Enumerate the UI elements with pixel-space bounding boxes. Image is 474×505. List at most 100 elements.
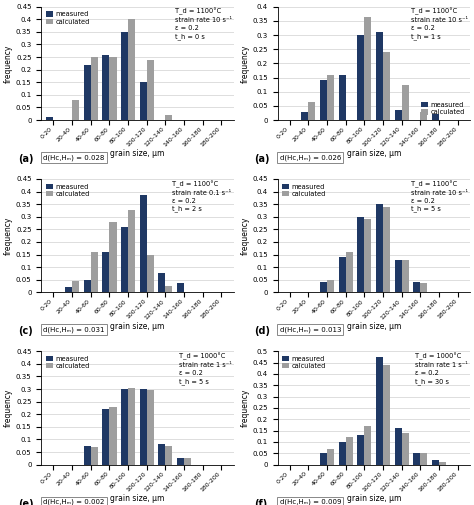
- Bar: [128, 388, 135, 465]
- Bar: [413, 282, 420, 292]
- Bar: [46, 118, 54, 120]
- Text: T_d = 1000°C
strain rate 1 s⁻¹
ε = 0.2
t_h = 30 s: T_d = 1000°C strain rate 1 s⁻¹ ε = 0.2 t…: [415, 352, 468, 385]
- Text: T_d = 1100°C
strain rate 10 s⁻¹
ε = 0.2
t_h = 5 s: T_d = 1100°C strain rate 10 s⁻¹ ε = 0.2 …: [411, 180, 468, 212]
- X-axis label: grain size, μm: grain size, μm: [346, 322, 401, 331]
- Bar: [109, 222, 117, 292]
- Bar: [128, 211, 135, 292]
- Bar: [309, 102, 316, 120]
- Bar: [165, 115, 173, 120]
- Bar: [91, 252, 98, 292]
- Bar: [376, 32, 383, 120]
- Legend: measured, calculated: measured, calculated: [45, 355, 91, 371]
- Bar: [102, 55, 109, 120]
- Bar: [401, 84, 409, 120]
- Bar: [165, 286, 173, 292]
- Bar: [83, 446, 91, 465]
- Text: (e): (e): [18, 498, 34, 505]
- Legend: measured, calculated: measured, calculated: [45, 182, 91, 198]
- Bar: [121, 227, 128, 292]
- Legend: measured, calculated: measured, calculated: [420, 100, 466, 117]
- Text: (a): (a): [18, 154, 34, 164]
- Text: d(Hᴄ,Hₘ) = 0.013: d(Hᴄ,Hₘ) = 0.013: [280, 326, 341, 333]
- Bar: [177, 459, 184, 465]
- Bar: [346, 437, 353, 465]
- Bar: [338, 257, 346, 292]
- Bar: [320, 453, 327, 465]
- Bar: [109, 407, 117, 465]
- Bar: [72, 281, 79, 292]
- Legend: measured, calculated: measured, calculated: [281, 355, 328, 371]
- Bar: [413, 453, 420, 465]
- Bar: [420, 283, 428, 292]
- Bar: [65, 287, 72, 292]
- Text: (a): (a): [255, 154, 270, 164]
- Bar: [338, 442, 346, 465]
- Legend: measured, calculated: measured, calculated: [281, 182, 328, 198]
- Bar: [327, 449, 334, 465]
- Bar: [357, 35, 365, 120]
- Bar: [83, 65, 91, 120]
- Bar: [376, 204, 383, 292]
- X-axis label: grain size, μm: grain size, μm: [346, 494, 401, 503]
- Bar: [320, 282, 327, 292]
- Bar: [102, 409, 109, 465]
- Bar: [301, 112, 309, 120]
- Bar: [327, 280, 334, 292]
- Bar: [395, 110, 401, 120]
- Bar: [83, 280, 91, 292]
- Bar: [395, 260, 401, 292]
- Bar: [365, 219, 372, 292]
- Bar: [91, 447, 98, 465]
- Bar: [165, 446, 173, 465]
- Bar: [121, 389, 128, 465]
- Bar: [383, 52, 390, 120]
- Bar: [365, 426, 372, 465]
- Legend: measured, calculated: measured, calculated: [45, 10, 91, 26]
- Bar: [109, 57, 117, 120]
- Bar: [140, 82, 147, 120]
- Text: T_d = 1100°C
strain rate 10 s⁻¹
ε = 0.2
t_h = 1 s: T_d = 1100°C strain rate 10 s⁻¹ ε = 0.2 …: [411, 8, 468, 40]
- Bar: [420, 112, 428, 120]
- Bar: [102, 252, 109, 292]
- Bar: [91, 57, 98, 120]
- Bar: [346, 252, 353, 292]
- Bar: [432, 114, 439, 120]
- Bar: [439, 463, 446, 465]
- Bar: [383, 365, 390, 465]
- Bar: [147, 255, 154, 292]
- Bar: [383, 207, 390, 292]
- Bar: [365, 17, 372, 120]
- Text: d(Hᴄ,Hₘ) = 0.031: d(Hᴄ,Hₘ) = 0.031: [43, 326, 105, 333]
- Y-axis label: frequency: frequency: [4, 44, 13, 82]
- Bar: [147, 390, 154, 465]
- Text: d(Hᴄ,Hₘ) = 0.009: d(Hᴄ,Hₘ) = 0.009: [280, 498, 341, 505]
- Y-axis label: frequency: frequency: [240, 44, 249, 82]
- Bar: [140, 195, 147, 292]
- Bar: [327, 75, 334, 120]
- Bar: [184, 459, 191, 465]
- Bar: [338, 75, 346, 120]
- X-axis label: grain size, μm: grain size, μm: [346, 149, 401, 159]
- X-axis label: grain size, μm: grain size, μm: [110, 494, 164, 503]
- X-axis label: grain size, μm: grain size, μm: [110, 149, 164, 159]
- Text: (f): (f): [255, 498, 268, 505]
- Text: T_d = 1000°C
strain rate 1 s⁻¹
ε = 0.2
t_h = 5 s: T_d = 1000°C strain rate 1 s⁻¹ ε = 0.2 t…: [179, 352, 232, 385]
- Bar: [395, 428, 401, 465]
- Bar: [432, 460, 439, 465]
- Bar: [147, 60, 154, 120]
- Text: (c): (c): [18, 326, 33, 336]
- Bar: [121, 32, 128, 120]
- Bar: [177, 283, 184, 292]
- Bar: [401, 433, 409, 465]
- Bar: [401, 260, 409, 292]
- Y-axis label: frequency: frequency: [240, 389, 249, 427]
- Bar: [357, 435, 365, 465]
- Y-axis label: frequency: frequency: [240, 217, 249, 255]
- Bar: [158, 273, 165, 292]
- Bar: [320, 80, 327, 120]
- Text: d(Hᴄ,Hₘ) = 0.028: d(Hᴄ,Hₘ) = 0.028: [43, 154, 105, 161]
- X-axis label: grain size, μm: grain size, μm: [110, 322, 164, 331]
- Bar: [376, 357, 383, 465]
- Text: T_d = 1100°C
strain rate 10 s⁻¹
ε = 0.2
t_h = 0 s: T_d = 1100°C strain rate 10 s⁻¹ ε = 0.2 …: [174, 8, 232, 40]
- Text: T_d = 1100°C
strain rate 0.1 s⁻¹
ε = 0.2
t_h = 2 s: T_d = 1100°C strain rate 0.1 s⁻¹ ε = 0.2…: [173, 180, 232, 212]
